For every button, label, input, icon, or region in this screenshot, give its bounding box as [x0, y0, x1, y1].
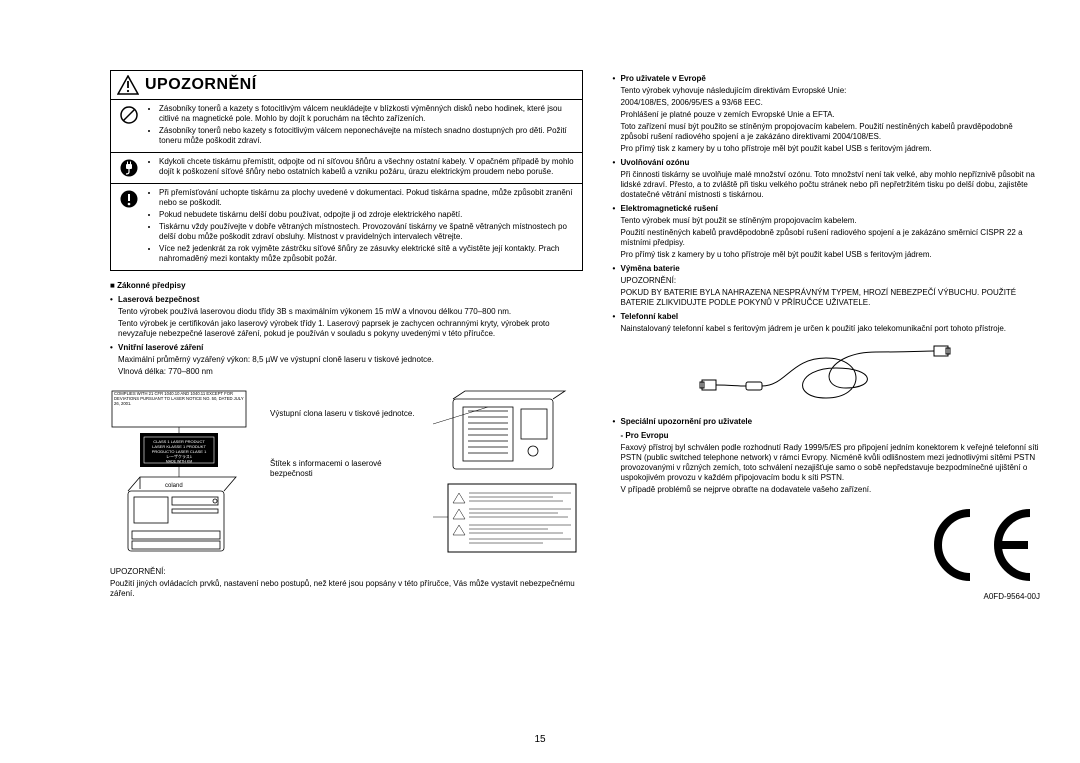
text: Prohlášení je platné pouze v zemích Evro… [613, 110, 1041, 120]
text: Použití nestíněných kabelů pravděpodobně… [613, 228, 1041, 248]
warning-triangle-icon [117, 75, 139, 95]
text: Nainstalovaný telefonní kabel s feritový… [613, 324, 1041, 334]
svg-text:レーザクラス1: レーザクラス1 [166, 453, 193, 459]
callout-b: Štítek s informacemi o laserové bezpečno… [270, 459, 423, 479]
text: UPOZORNĚNÍ: [613, 276, 1041, 286]
svg-text:coland: coland [165, 483, 183, 489]
printer-diagram: COMPLIES WITH 21 CFR 1040.10 AND 1040.11… [110, 389, 583, 559]
text: Vlnová délka: 770–800 nm [110, 367, 583, 377]
warn-item: Tiskárnu vždy používejte v dobře větraný… [159, 222, 576, 242]
text: Pro přímý tisk z kamery by u toho přístr… [613, 144, 1041, 154]
heading-tel: Telefonní kabel [613, 312, 1041, 322]
printer-back-icon [433, 389, 583, 559]
text: Toto zařízení musí být použito se stíněn… [613, 122, 1041, 142]
text: Tento výrobek vyhovuje následujícím dire… [613, 86, 1041, 96]
text: Při činnosti tiskárny se uvolňuje malé m… [613, 170, 1041, 200]
warn-item: Zásobníky tonerů nebo kazety s fotocitli… [159, 126, 576, 146]
heading-battery: Výměna baterie [613, 264, 1041, 274]
warning-title: UPOZORNĚNÍ [145, 75, 257, 95]
warning-header: UPOZORNĚNÍ [111, 71, 582, 100]
warn-item: Kdykoli chcete tiskárnu přemístit, odpoj… [159, 157, 576, 177]
heading-emc: Elektromagnetické rušení [613, 204, 1041, 214]
ce-mark-icon [920, 503, 1040, 587]
text: V případě problémů se nejprve obraťte na… [613, 485, 1041, 495]
warn-item: Při přemísťování uchopte tiskárnu za plo… [159, 188, 576, 208]
unplug-icon [120, 159, 138, 177]
subheading-eu: - Pro Evropu [613, 431, 1041, 441]
warning-box: UPOZORNĚNÍ Zásobníky tonerů a kazety s f… [110, 70, 583, 271]
part-number: A0FD-9564-00J [613, 592, 1041, 602]
heading-eu: Pro uživatele v Evropě [613, 74, 1041, 84]
page-number: 15 [534, 734, 545, 745]
text: Maximální průměrný vyzářený výkon: 8,5 µ… [110, 355, 583, 365]
left-column: UPOZORNĚNÍ Zásobníky tonerů a kazety s f… [110, 70, 583, 733]
text: Pro přímý tisk z kamery by u toho přístr… [613, 250, 1041, 260]
heading-zakonne: ■ Zákonné předpisy [110, 281, 583, 291]
svg-text:MADE WITH KM: MADE WITH KM [166, 460, 192, 464]
caution-heading: UPOZORNĚNÍ: [110, 567, 583, 577]
text: 2004/108/ES, 2006/95/ES a 93/68 EEC. [613, 98, 1041, 108]
text: Faxový přístroj byl schválen podle rozho… [613, 443, 1041, 483]
warning-row-1: Kdykoli chcete tiskárnu přemístit, odpoj… [111, 153, 582, 184]
prohibit-icon [120, 106, 138, 124]
callout-a: Výstupní clona laseru v tiskové jednotce… [270, 409, 423, 419]
warning-row-0: Zásobníky tonerů a kazety s fotocitlivým… [111, 100, 582, 153]
phone-cable-icon [696, 340, 956, 410]
heading-vnitrni: Vnitřní laserové záření [110, 343, 583, 353]
warn-item: Zásobníky tonerů a kazety s fotocitlivým… [159, 104, 576, 124]
caution-text: Použití jiných ovládacích prvků, nastave… [110, 579, 583, 599]
text: POKUD BY BATERIE BYLA NAHRAZENA NESPRÁVN… [613, 288, 1041, 308]
mandatory-icon [120, 190, 138, 208]
warn-item: Pokud nebudete tiskárnu delší dobu použí… [159, 210, 576, 220]
warn-item: Více než jedenkrát za rok vyjměte zástrč… [159, 244, 576, 264]
text: Tento výrobek je certifikován jako laser… [110, 319, 583, 339]
heading-laser: Laserová bezpečnost [110, 295, 583, 305]
heading-special: Speciální upozornění pro uživatele [613, 417, 1041, 427]
text: Tento výrobek musí být použit se stíněný… [613, 216, 1041, 226]
warning-row-2: Při přemísťování uchopte tiskárnu za plo… [111, 184, 582, 270]
printer-front-icon: COMPLIES WITH 21 CFR 1040.10 AND 1040.11… [110, 389, 260, 559]
diagram-callouts: Výstupní clona laseru v tiskové jednotce… [270, 389, 423, 499]
caution-note: UPOZORNĚNÍ: Použití jiných ovládacích pr… [110, 567, 583, 599]
heading-ozon: Uvolňování ozónu [613, 158, 1041, 168]
right-column: Pro uživatele v Evropě Tento výrobek vyh… [613, 70, 1041, 733]
ce-mark-figure: A0FD-9564-00J [613, 503, 1041, 602]
text: Tento výrobek používá laserovou diodu tř… [110, 307, 583, 317]
phone-cable-figure [613, 340, 1041, 413]
